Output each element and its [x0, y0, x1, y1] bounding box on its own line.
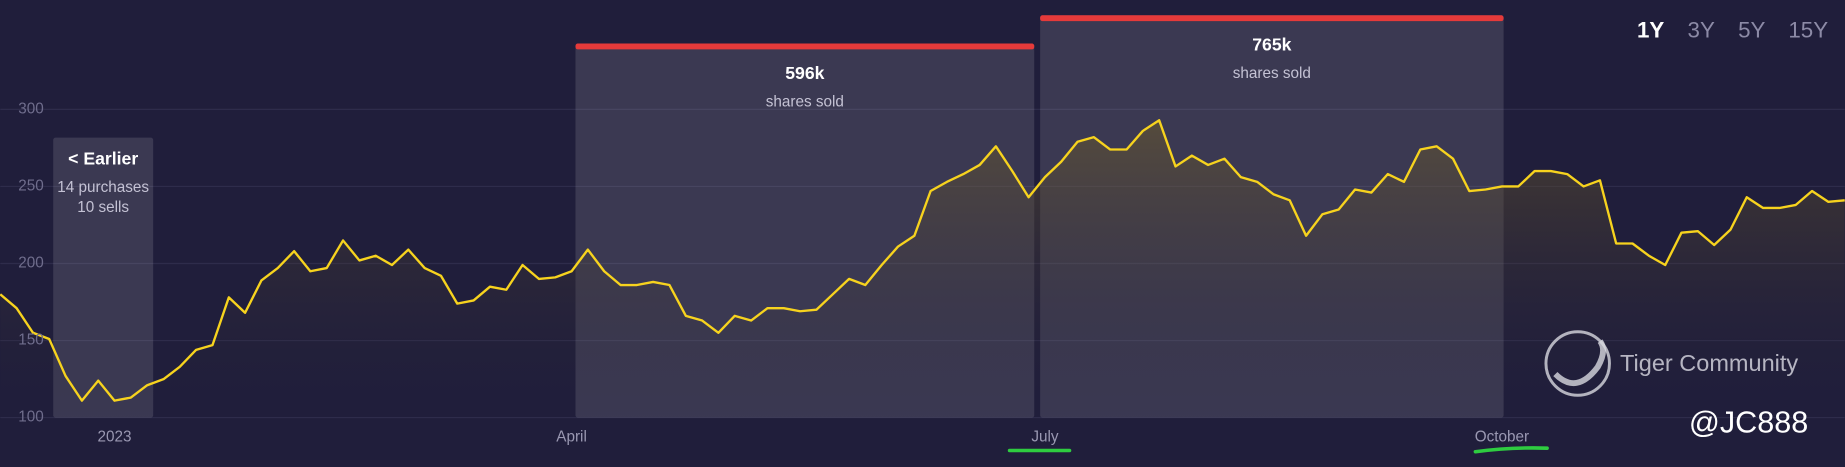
x-tick-label: October	[1475, 429, 1529, 446]
watermark-brand: Tiger Community	[1620, 350, 1798, 376]
y-tick-label: 100	[18, 409, 43, 426]
watermark-logo	[1544, 330, 1611, 397]
annotation-text: 10 sells	[77, 199, 129, 216]
range-button[interactable]: 15Y	[1788, 18, 1828, 43]
annotation-text: shares sold	[766, 93, 844, 110]
y-tick-label: 300	[18, 100, 43, 117]
x-tick-label: July	[1031, 429, 1059, 446]
annotation-text: shares sold	[1233, 65, 1311, 82]
x-tick-label: April	[556, 429, 587, 446]
y-tick-label: 250	[18, 177, 43, 194]
annotation-text: 14 purchases	[57, 179, 149, 196]
range-button[interactable]: 1Y	[1637, 18, 1664, 43]
annotation-title: < Earlier	[68, 149, 138, 169]
x-tick-label: 2023	[98, 429, 132, 446]
range-button[interactable]: 3Y	[1688, 18, 1715, 43]
annotation-title: 765k	[1252, 35, 1291, 55]
watermark-handle: @JC888	[1689, 406, 1808, 440]
annotation-bar	[575, 43, 1035, 50]
annotation-title: 596k	[785, 63, 824, 83]
highlight-underline	[1473, 446, 1549, 454]
area	[0, 120, 1845, 426]
line	[0, 119, 1845, 402]
annotation-box[interactable]	[53, 137, 154, 418]
y-tick-label: 150	[18, 332, 43, 349]
range-button[interactable]: 5Y	[1738, 18, 1765, 43]
y-tick-label: 200	[18, 255, 43, 272]
annotation-bar	[1040, 15, 1504, 22]
